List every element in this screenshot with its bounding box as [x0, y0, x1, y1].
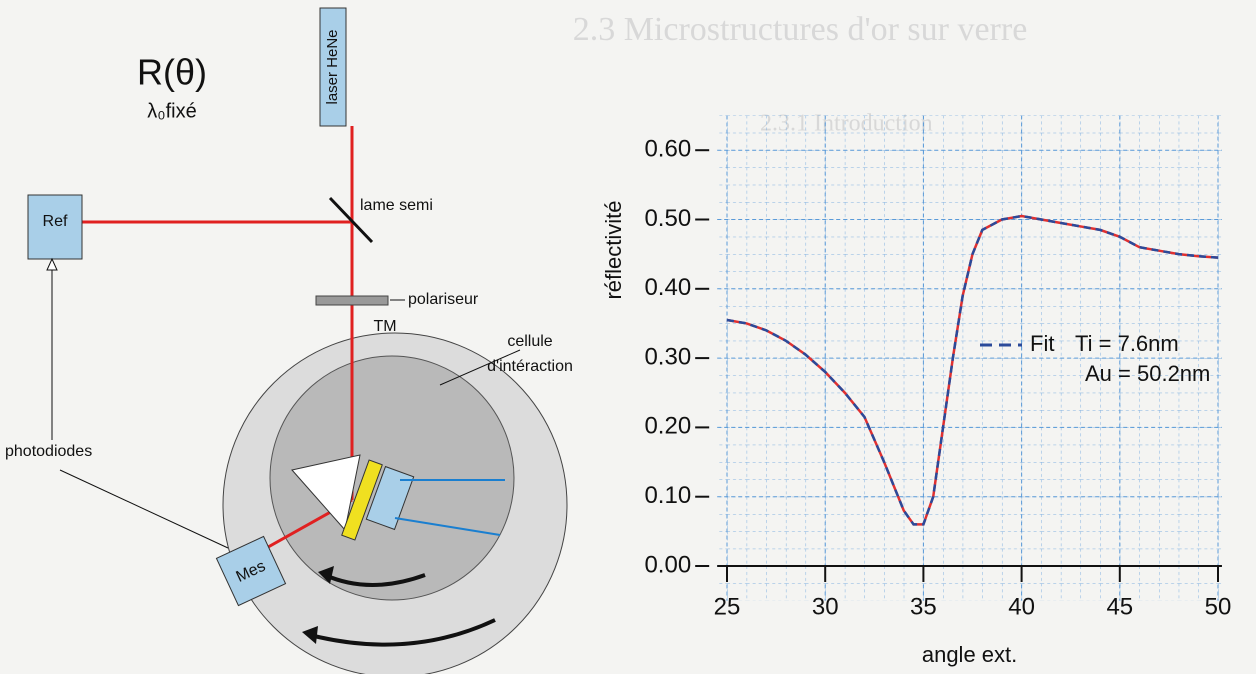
- arrow-head: [302, 626, 318, 644]
- cell-label: d'intéraction: [487, 358, 573, 375]
- arrow-head: [318, 566, 334, 584]
- x-axis-label: angle ext.: [922, 642, 1017, 667]
- sample: [341, 459, 383, 541]
- x-tick-label: 30: [812, 593, 839, 620]
- y-tick-label: 0.40: [644, 274, 691, 301]
- annotation: Ti = 7.6nm: [1075, 331, 1179, 356]
- y-tick-label: 0.50: [644, 205, 691, 232]
- setup-diagram: R(θ) λ₀fixé laser HeNe Ref lame semi pol…: [5, 7, 573, 674]
- arrow-head: [46, 257, 58, 271]
- x-tick-label: 50: [1205, 593, 1232, 620]
- diagram-subtitle: λ₀fixé: [147, 100, 196, 122]
- ref-box: [27, 194, 83, 260]
- polariser-mode: TM: [373, 318, 396, 335]
- x-tick-label: 25: [714, 593, 741, 620]
- y-tick-label: 0.00: [644, 551, 691, 578]
- y-axis-label: réflectivité: [601, 200, 626, 299]
- pointer: [439, 349, 521, 386]
- series-line: [726, 214, 1219, 526]
- laser-label: laser HeNe: [324, 29, 341, 104]
- x-tick-label: 35: [910, 593, 937, 620]
- x-tick-label: 40: [1008, 593, 1035, 620]
- x-tick-label: 45: [1106, 593, 1133, 620]
- laser-box: [319, 7, 347, 127]
- mes-box: [215, 535, 287, 607]
- ref-label: Ref: [43, 213, 68, 230]
- y-tick-label: 0.60: [644, 136, 691, 163]
- rotation-arrow: [324, 573, 426, 587]
- cell-box: [365, 465, 415, 531]
- splitter: [328, 196, 374, 244]
- y-tick-label: 0.10: [644, 482, 691, 509]
- chart: 0.00 0.10 0.20 0.30 0.40 0.50 0.60 25 30 35 40 45 50…: [601, 115, 1232, 667]
- cell-label: cellule: [507, 333, 552, 350]
- polariser-label: polariseur: [408, 291, 479, 308]
- legend-label: Fit: [1030, 331, 1054, 356]
- photodiodes-label: photodiodes: [5, 443, 92, 460]
- polariser-bar: [315, 295, 389, 306]
- pointer: [59, 469, 229, 549]
- diagram-title: R(θ): [137, 52, 207, 93]
- prism: [291, 454, 361, 532]
- y-tick-label: 0.20: [644, 413, 691, 440]
- splitter-label: lame semi: [360, 197, 433, 214]
- annotation: Au = 50.2nm: [1085, 361, 1210, 386]
- cell-line: [394, 517, 501, 536]
- rotation-arrow: [309, 618, 496, 647]
- page-heading: 2.3 Microstructures d'or sur verre: [573, 11, 1028, 48]
- y-tick-label: 0.30: [644, 343, 691, 370]
